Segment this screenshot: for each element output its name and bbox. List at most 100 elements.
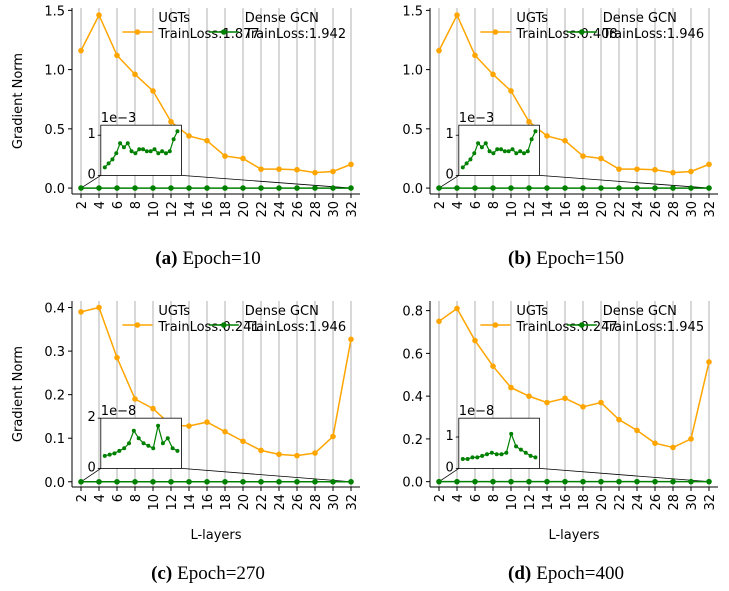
point xyxy=(204,478,210,485)
inset-point xyxy=(160,149,165,154)
inset-y-tick-label: 0 xyxy=(446,460,454,475)
point xyxy=(634,185,640,191)
point xyxy=(78,47,84,54)
inset-point xyxy=(514,151,519,156)
inset-offset-text: 1e−3 xyxy=(101,111,136,126)
caption-label: (d) xyxy=(508,563,531,584)
x-tick-label: 10 xyxy=(505,494,520,511)
inset-connector xyxy=(181,468,352,483)
point xyxy=(652,166,658,173)
point xyxy=(96,12,102,18)
point xyxy=(436,47,442,54)
caption-label: (b) xyxy=(508,248,531,269)
caption: (c) Epoch=270 xyxy=(151,563,265,584)
inset-y-tick-label: 2 xyxy=(88,410,96,425)
point xyxy=(562,395,568,402)
legend-label: Dense GCN xyxy=(603,11,677,26)
x-tick-label: 18 xyxy=(219,494,234,511)
point xyxy=(276,166,282,172)
x-tick-label: 4 xyxy=(451,494,466,502)
point xyxy=(544,133,550,139)
point xyxy=(508,478,514,485)
point xyxy=(312,450,318,456)
x-tick-label: 8 xyxy=(487,201,502,209)
inset-point xyxy=(122,446,127,451)
point xyxy=(508,88,514,94)
inset-point xyxy=(518,447,523,452)
inset-point xyxy=(499,147,504,152)
x-tick-label: 16 xyxy=(559,201,574,218)
point xyxy=(634,166,640,172)
x-tick-label: 12 xyxy=(523,201,538,218)
point xyxy=(78,478,84,485)
inset-connector xyxy=(438,468,460,482)
legend-train-loss: TrainLoss:1.945 xyxy=(602,320,704,335)
x-tick-label: 26 xyxy=(291,494,306,511)
caption-text: Epoch=270 xyxy=(177,563,265,584)
legend-label: Dense GCN xyxy=(245,304,319,319)
point xyxy=(616,185,622,191)
x-tick-label: 28 xyxy=(309,494,324,511)
legend-label: Dense GCN xyxy=(603,304,677,319)
caption-text: Epoch=400 xyxy=(536,563,624,584)
inset-point xyxy=(175,129,180,134)
point xyxy=(132,478,138,485)
inset-point xyxy=(175,448,180,453)
point xyxy=(258,185,264,191)
x-tick-label: 26 xyxy=(649,201,664,218)
x-tick-label: 18 xyxy=(577,201,592,218)
point xyxy=(348,185,354,191)
legend-marker xyxy=(221,29,227,35)
point xyxy=(294,452,300,459)
x-tick-label: 30 xyxy=(327,201,342,218)
x-tick-label: 4 xyxy=(93,494,108,502)
x-tick-label: 14 xyxy=(183,494,198,511)
point xyxy=(240,478,246,485)
inset-point xyxy=(489,450,494,455)
inset-point xyxy=(121,145,126,150)
x-tick-label: 30 xyxy=(327,494,342,511)
inset-point xyxy=(137,147,142,152)
x-tick-label: 30 xyxy=(685,201,700,218)
x-tick-label: 16 xyxy=(201,201,216,218)
point xyxy=(616,166,622,172)
x-tick-label: 10 xyxy=(147,201,162,218)
x-tick-label: 8 xyxy=(129,201,144,209)
point xyxy=(634,478,640,485)
point xyxy=(168,478,174,485)
inset-connector xyxy=(80,175,102,189)
inset-y-tick-label: 0 xyxy=(446,167,454,182)
point xyxy=(580,153,586,159)
point xyxy=(150,405,156,412)
y-tick-label: 1.0 xyxy=(402,64,423,79)
point xyxy=(258,447,264,454)
legend-train-loss: TrainLoss:1.877 xyxy=(157,27,259,42)
inset-point xyxy=(129,149,134,154)
legend-marker xyxy=(492,29,499,35)
x-tick-label: 8 xyxy=(487,494,502,502)
inset-point xyxy=(470,455,475,460)
x-tick-label: 12 xyxy=(165,494,180,511)
x-tick-label: 24 xyxy=(631,494,646,511)
point xyxy=(616,416,622,423)
x-tick-label: 32 xyxy=(345,494,360,511)
inset-offset-text: 1e−8 xyxy=(459,404,494,419)
point xyxy=(670,185,676,191)
inset-point xyxy=(112,451,117,456)
legend-train-loss: TrainLoss:1.946 xyxy=(602,27,704,42)
caption: (a) Epoch=10 xyxy=(155,248,260,269)
inset-point xyxy=(146,443,151,448)
point xyxy=(598,155,604,162)
inset-point xyxy=(533,129,538,134)
inset-point xyxy=(487,149,492,154)
y-tick-label: 0.2 xyxy=(44,389,65,404)
point xyxy=(150,185,156,191)
x-tick-label: 26 xyxy=(649,494,664,511)
x-tick-label: 12 xyxy=(165,201,180,218)
x-tick-label: 2 xyxy=(433,201,448,209)
point xyxy=(330,168,336,175)
point xyxy=(706,161,712,168)
inset-point xyxy=(504,450,509,455)
point xyxy=(330,478,336,485)
